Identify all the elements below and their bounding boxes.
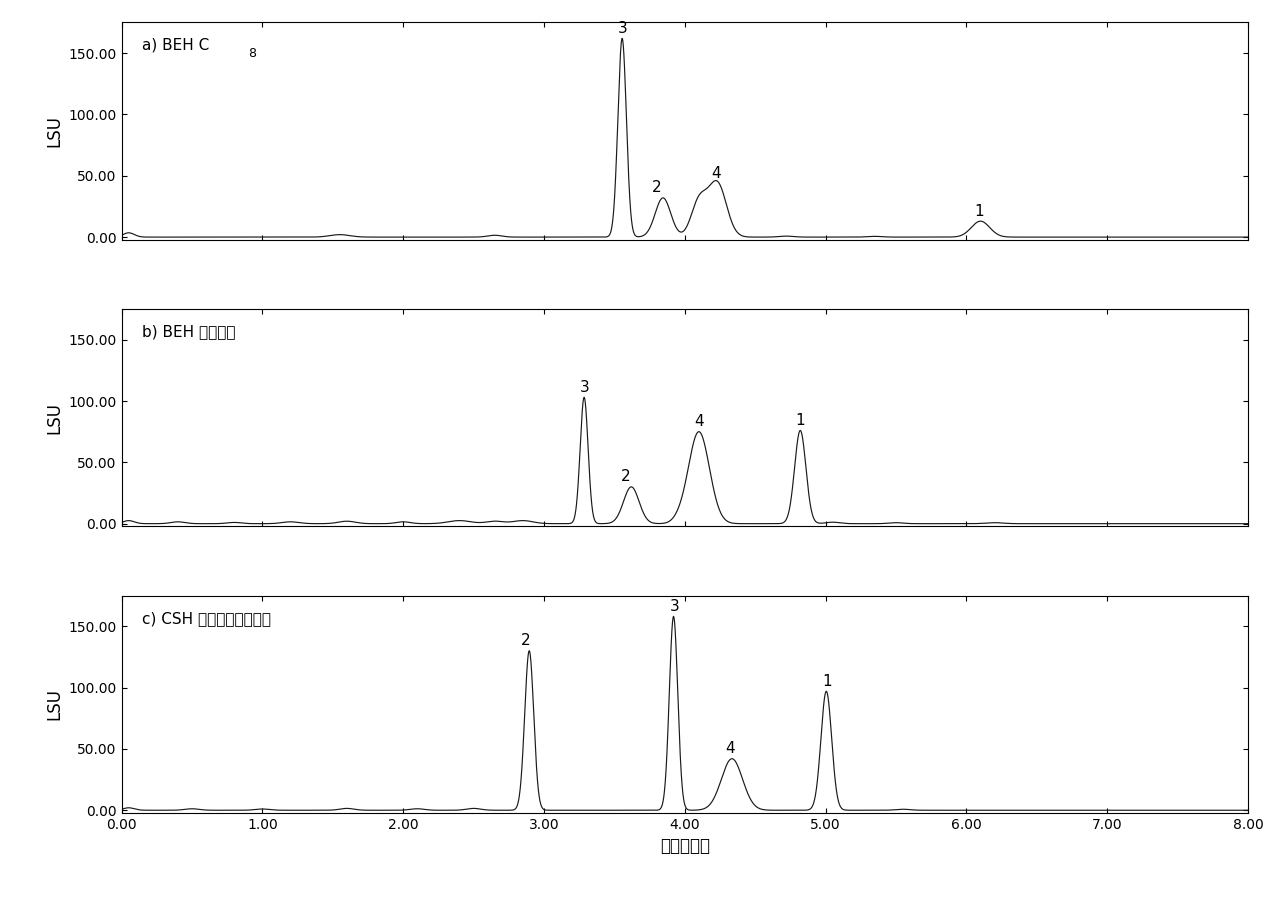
Text: 3: 3 [618, 21, 627, 36]
Text: 1: 1 [795, 413, 805, 428]
Text: 1: 1 [974, 204, 984, 219]
Text: 4: 4 [724, 741, 735, 756]
Text: 4: 4 [694, 414, 704, 429]
Text: 3: 3 [669, 599, 680, 614]
Y-axis label: LSU: LSU [45, 688, 63, 720]
Text: a) BEH C: a) BEH C [142, 38, 209, 53]
Y-axis label: LSU: LSU [45, 115, 63, 147]
X-axis label: 時間（分）: 時間（分） [659, 837, 710, 855]
Text: 2: 2 [621, 470, 631, 484]
Y-axis label: LSU: LSU [45, 401, 63, 434]
Text: 8: 8 [248, 48, 256, 60]
Text: 1: 1 [822, 674, 832, 689]
Text: b) BEH フェニル: b) BEH フェニル [142, 324, 236, 339]
Text: 2: 2 [521, 633, 530, 648]
Text: 2: 2 [652, 180, 662, 196]
Text: 3: 3 [580, 380, 590, 395]
Text: 4: 4 [710, 165, 721, 180]
Text: c) CSH フェニルヘキシル: c) CSH フェニルヘキシル [142, 611, 271, 626]
